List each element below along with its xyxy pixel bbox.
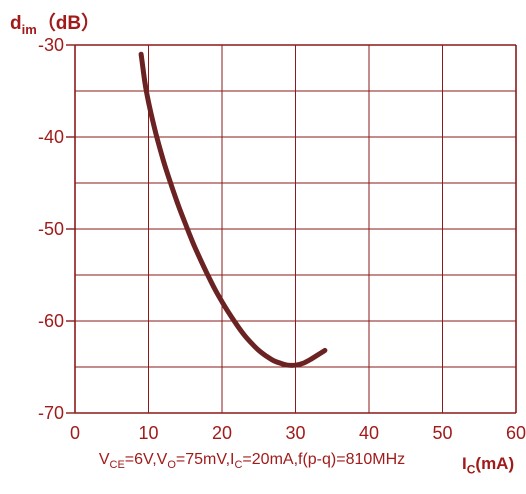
test-conditions-note: VCE=6V,VO=75mV,IC=20mA,f(p-q)=810MHz	[98, 451, 406, 472]
series-line	[138, 51, 328, 368]
x-tick-label: 0	[70, 423, 80, 443]
x-tick-label: 40	[359, 423, 379, 443]
y-tick-label: -40	[38, 127, 64, 147]
y-tick-label: -50	[38, 219, 64, 239]
y-tick-label: -60	[38, 311, 64, 331]
y-tick-label: -30	[38, 35, 64, 55]
y-axis-label: dim（dB）	[10, 13, 101, 37]
tick-labels: 0 10 20 30 40 50 60 -30 -40 -50 -60 -70	[38, 35, 526, 443]
x-tick-label: 50	[432, 423, 452, 443]
x-tick-label: 10	[138, 423, 158, 443]
x-tick-label: 30	[285, 423, 305, 443]
y-tick-label: -70	[38, 403, 64, 423]
x-tick-label: 60	[506, 423, 526, 443]
x-axis-label: IC(mA)	[462, 454, 515, 477]
grid	[66, 44, 517, 414]
x-tick-label: 20	[212, 423, 232, 443]
